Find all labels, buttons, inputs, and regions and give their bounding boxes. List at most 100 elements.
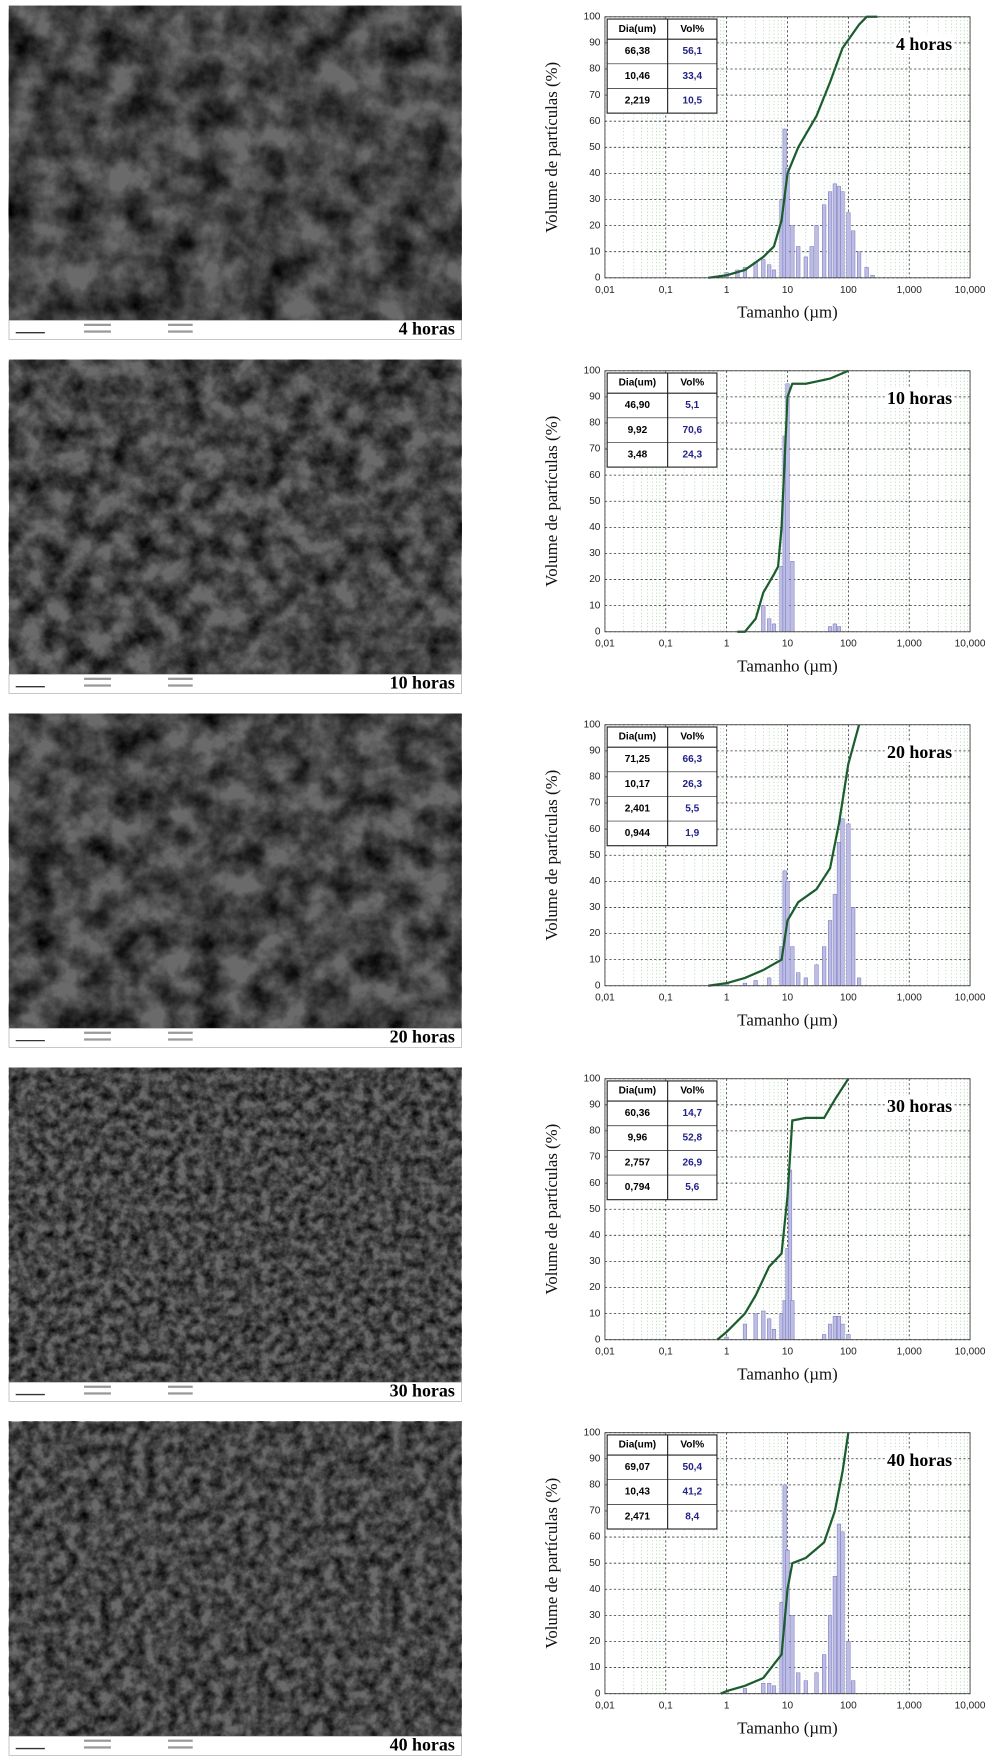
table-cell: 1,9: [685, 828, 699, 839]
y-tick-label: 40: [589, 1230, 601, 1241]
image-label: 30 horas: [390, 1380, 455, 1400]
image-texture: [9, 714, 462, 1029]
y-axis-label: Volume de partículas (%): [542, 1478, 561, 1649]
image-label: 20 horas: [390, 1026, 455, 1046]
y-tick-label: 80: [589, 64, 601, 75]
histogram-bar: [847, 1334, 851, 1339]
table-cell: 60,36: [625, 1108, 651, 1119]
y-tick-label: 100: [584, 1427, 601, 1438]
histogram-bar: [837, 1316, 841, 1339]
histogram-bar: [790, 226, 794, 278]
x-axis-label: Tamanho (µm): [737, 1364, 837, 1383]
x-axis-label: Tamanho (µm): [737, 656, 837, 675]
info-text: [84, 330, 111, 332]
table-cell: 0,794: [625, 1182, 651, 1193]
y-tick-label: 0: [595, 1688, 601, 1699]
y-tick-label: 50: [589, 142, 601, 153]
image-label: 4 horas: [399, 319, 455, 339]
x-axis-label: Tamanho (µm): [737, 1718, 837, 1737]
table-cell: 14,7: [682, 1108, 702, 1119]
histogram-bar: [761, 260, 765, 278]
table-cell: 50,4: [682, 1462, 702, 1473]
table-cell: 2,471: [625, 1511, 651, 1522]
y-tick-label: 10: [589, 1308, 601, 1319]
histogram-bar: [790, 1301, 794, 1340]
y-tick-label: 80: [589, 418, 601, 429]
x-tick-label: 1: [724, 285, 730, 296]
info-text: [84, 1386, 111, 1388]
histogram-bar: [804, 257, 808, 278]
table-cell: 66,3: [682, 754, 702, 765]
table-cell: 3,48: [628, 449, 648, 460]
histogram-bar: [761, 606, 765, 632]
chart: 01020304050607080901000,010,11101001,000…: [542, 11, 986, 321]
y-tick-label: 20: [589, 1282, 601, 1293]
histogram-bar: [822, 1334, 826, 1339]
histogram-bar: [837, 842, 841, 986]
chart-label: 10 horas: [887, 388, 952, 408]
table-cell: 69,07: [625, 1462, 651, 1473]
histogram-bar: [804, 1681, 808, 1694]
x-tick-label: 10: [782, 285, 794, 296]
y-tick-label: 70: [589, 90, 601, 101]
info-text: [168, 330, 193, 332]
y-tick-label: 100: [584, 1073, 601, 1084]
x-tick-label: 100: [840, 993, 857, 1004]
chart: 01020304050607080901000,010,11101001,000…: [542, 719, 986, 1029]
table-header: Dia(um): [619, 378, 657, 389]
y-tick-label: 60: [589, 1178, 601, 1189]
info-strip: [9, 320, 462, 339]
table-cell: 33,4: [682, 71, 702, 82]
histogram-bar: [841, 192, 845, 278]
table-cell: 10,17: [625, 779, 651, 790]
y-tick-label: 90: [589, 1099, 601, 1110]
x-tick-label: 10,000: [955, 1347, 986, 1358]
y-tick-label: 40: [589, 522, 601, 533]
histogram-bar: [754, 1314, 758, 1340]
histogram-bar: [851, 907, 855, 985]
y-tick-label: 90: [589, 392, 601, 403]
histogram-bar: [857, 978, 861, 986]
table-header: Dia(um): [619, 1440, 657, 1451]
sem-image: 20 horas: [9, 714, 462, 1048]
chart-label: 30 horas: [887, 1096, 952, 1116]
y-tick-label: 100: [584, 719, 601, 730]
y-tick-label: 60: [589, 470, 601, 481]
histogram-bar: [837, 186, 841, 277]
x-tick-label: 1,000: [897, 639, 923, 650]
table-header: Vol%: [680, 732, 704, 743]
x-tick-label: 0,1: [659, 1701, 673, 1712]
x-tick-label: 10,000: [955, 639, 986, 650]
histogram-bar: [828, 920, 832, 985]
histogram-bar: [822, 947, 826, 986]
x-tick-label: 0,1: [659, 639, 673, 650]
table-cell: 9,96: [628, 1133, 648, 1144]
x-tick-label: 10,000: [955, 993, 986, 1004]
image-texture: [9, 1421, 462, 1736]
table-cell: 8,4: [685, 1511, 699, 1522]
image-texture: [9, 360, 462, 675]
y-tick-label: 80: [589, 1126, 601, 1137]
y-tick-label: 30: [589, 902, 601, 913]
y-tick-label: 80: [589, 1480, 601, 1491]
histogram-bar: [851, 1681, 855, 1694]
histogram-bar: [761, 1683, 765, 1693]
histogram-bar: [847, 213, 851, 278]
sem-image: 10 horas: [9, 360, 462, 694]
info-text: [168, 1746, 193, 1748]
table-header: Dia(um): [619, 24, 657, 35]
histogram-bar: [822, 205, 826, 278]
image-texture: [9, 1068, 462, 1383]
x-tick-label: 1: [724, 993, 730, 1004]
table-cell: 2,757: [625, 1157, 651, 1168]
x-tick-label: 1,000: [897, 285, 923, 296]
page: {"images": [{"label": "4 horas"}, {"labe…: [0, 0, 997, 1762]
histogram-bar: [772, 1686, 776, 1694]
table-cell: 5,1: [685, 400, 699, 411]
chart-label: 20 horas: [887, 742, 952, 762]
x-tick-label: 0,01: [595, 1347, 615, 1358]
x-tick-label: 1: [724, 1347, 730, 1358]
y-tick-label: 20: [589, 928, 601, 939]
x-tick-label: 0,1: [659, 285, 673, 296]
histogram-bar: [790, 1615, 794, 1693]
